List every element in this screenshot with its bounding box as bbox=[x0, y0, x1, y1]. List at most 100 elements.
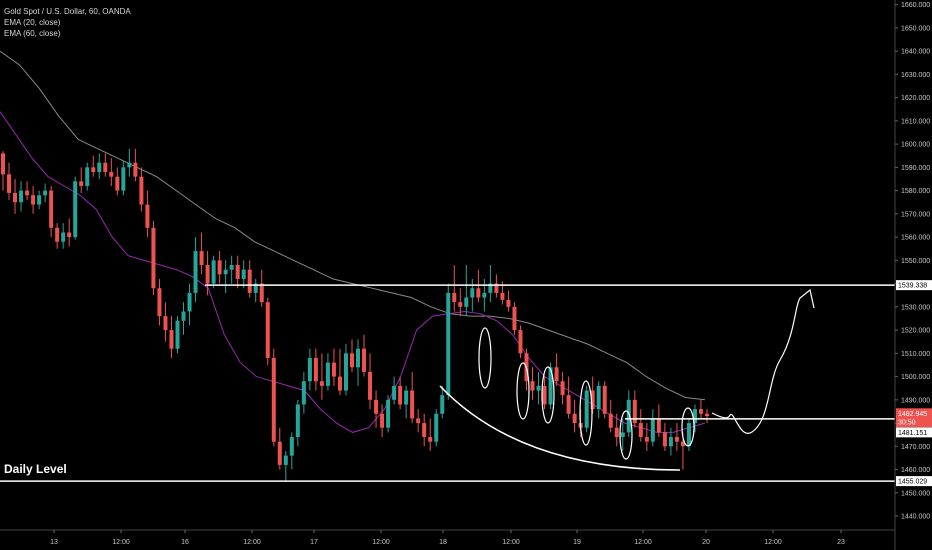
candle-body bbox=[452, 292, 457, 303]
drawing-arc bbox=[439, 385, 681, 471]
candle-body bbox=[229, 265, 234, 270]
candle-body bbox=[1, 153, 5, 175]
candle-body bbox=[362, 348, 367, 372]
y-tick-label: 1580.000 bbox=[901, 188, 930, 195]
y-tick-label: 1590.000 bbox=[901, 165, 930, 172]
candle-body bbox=[163, 316, 168, 331]
candle-body bbox=[548, 367, 553, 405]
tag-countdown-bg bbox=[896, 417, 932, 428]
candle-body bbox=[458, 302, 463, 307]
y-tick-label: 1460.000 bbox=[901, 467, 930, 474]
drawing-ellipse bbox=[619, 410, 633, 460]
candle-body bbox=[331, 362, 336, 377]
candle-body bbox=[680, 441, 685, 447]
tag-current-price-bg bbox=[896, 408, 932, 419]
candle-body bbox=[446, 292, 451, 396]
candle-body bbox=[668, 437, 673, 447]
daily-level-label: Daily Level bbox=[4, 462, 67, 476]
candle-body bbox=[43, 190, 48, 196]
drawing-ellipse bbox=[516, 362, 530, 420]
candle-body bbox=[392, 385, 397, 400]
ema60-line bbox=[0, 50, 706, 401]
y-tick-label: 1470.000 bbox=[901, 444, 930, 451]
candle-body bbox=[319, 381, 324, 386]
y-tick-label: 1560.000 bbox=[901, 235, 930, 242]
candle-body bbox=[91, 167, 96, 173]
candle-body bbox=[337, 376, 342, 391]
candle-body bbox=[235, 265, 240, 279]
candle-body bbox=[602, 385, 607, 414]
candle-body bbox=[151, 227, 156, 289]
candle-body bbox=[31, 195, 36, 205]
x-tick-label: 12:00 bbox=[243, 539, 261, 546]
candle-body bbox=[572, 413, 577, 424]
candle-body bbox=[181, 311, 186, 321]
candle-body bbox=[127, 162, 132, 168]
tag-current-price: 1482.945 bbox=[898, 411, 927, 418]
levels bbox=[0, 284, 895, 482]
candle-body bbox=[560, 381, 565, 396]
y-tick-label: 1660.000 bbox=[901, 2, 930, 9]
tag-lower-level-bg bbox=[896, 476, 932, 487]
candle-body bbox=[662, 432, 667, 447]
candle-body bbox=[247, 269, 252, 293]
candle-body bbox=[55, 227, 60, 242]
candle-body bbox=[241, 269, 246, 279]
candle-body bbox=[217, 260, 222, 275]
candle-body bbox=[223, 269, 228, 275]
candle-body bbox=[265, 302, 270, 358]
candle-body bbox=[295, 404, 300, 438]
candle-body bbox=[386, 399, 391, 428]
x-tick-label: 12:00 bbox=[502, 539, 520, 546]
candle-body bbox=[590, 390, 595, 410]
candle-body bbox=[632, 399, 637, 424]
candle-body bbox=[530, 381, 535, 391]
y-tick-label: 1610.000 bbox=[901, 118, 930, 125]
candle-body bbox=[259, 283, 264, 303]
candle-body bbox=[584, 390, 589, 428]
candle-body bbox=[109, 172, 114, 177]
y-tick-label: 1520.000 bbox=[901, 328, 930, 335]
tag-upper-level-bg bbox=[896, 280, 932, 291]
candle-body bbox=[139, 176, 144, 205]
candle-body bbox=[404, 390, 409, 405]
indicator-ema20: EMA (20, close) bbox=[4, 18, 61, 27]
candle-body bbox=[349, 353, 354, 368]
candle-body bbox=[674, 437, 679, 442]
y-tick-label: 1600.000 bbox=[901, 142, 930, 149]
candle-body bbox=[121, 167, 126, 191]
candle-body bbox=[596, 385, 601, 410]
candle-body bbox=[199, 251, 204, 265]
candle-body bbox=[19, 190, 24, 203]
drawings bbox=[439, 288, 815, 471]
drawing-ellipse bbox=[681, 407, 695, 447]
candle-body bbox=[410, 390, 415, 419]
candle-body bbox=[7, 174, 12, 193]
candle-body bbox=[494, 283, 499, 293]
candle-body bbox=[145, 204, 150, 228]
x-tick-label: 12:00 bbox=[634, 539, 652, 546]
candle-body bbox=[115, 176, 120, 191]
candle-body bbox=[614, 427, 619, 438]
drawing-ellipse bbox=[579, 380, 593, 446]
candle-body bbox=[37, 195, 42, 205]
symbol-title: Gold Spot / U.S. Dollar, 60, OANDA bbox=[4, 7, 131, 16]
candle-body bbox=[476, 288, 481, 298]
y-tick-label: 1570.000 bbox=[901, 211, 930, 218]
candle-body bbox=[698, 409, 703, 414]
candle-body bbox=[608, 413, 613, 428]
y-tick-label: 1550.000 bbox=[901, 258, 930, 265]
candle-body bbox=[97, 162, 102, 173]
candle-body bbox=[61, 232, 66, 242]
candle-body bbox=[374, 399, 379, 414]
candle-body bbox=[482, 292, 487, 298]
tag-lower-level: 1455.029 bbox=[898, 479, 927, 486]
y-tick-label: 1640.000 bbox=[901, 49, 930, 56]
candle-body bbox=[434, 413, 439, 442]
x-tick-label: 20 bbox=[702, 539, 710, 546]
candle-body bbox=[422, 423, 427, 438]
candle-body bbox=[175, 320, 180, 349]
tag-countdown: 30:50 bbox=[898, 420, 916, 427]
